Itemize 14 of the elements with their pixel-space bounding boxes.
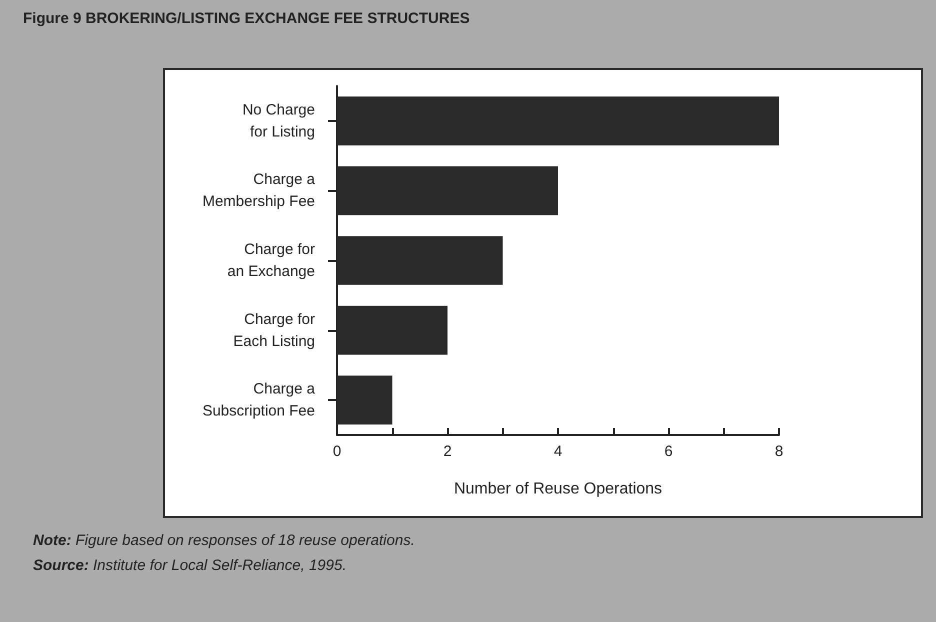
source-note: Source: Institute for Local Self-Reliance, 1995. — [33, 557, 347, 574]
y-tick-label: Charge a Subscription Fee — [202, 380, 316, 420]
x-tick-label: 6 — [664, 443, 673, 460]
chart-title: Figure 9 BROKERING/LISTING EXCHANGE FEE STRUCTURES — [23, 10, 470, 27]
text: Note: Figure based on responses of 18 reuse operations. — [33, 532, 415, 549]
x-tick-label: 0 — [332, 443, 342, 460]
y-tick-label: Charge for Each Listing — [233, 310, 315, 350]
x-tick-label: 4 — [554, 443, 562, 460]
y-tick-label: Charge for an Exchange — [227, 241, 315, 280]
x-tick-label: 2 — [443, 443, 452, 460]
x-axis-title: Number of Reuse Operations — [454, 480, 662, 498]
x-tick-label: 8 — [774, 443, 784, 460]
y-tick-label: Charge a Membership Fee — [202, 171, 316, 210]
y-tick-label: No Charge for Listing — [242, 101, 315, 140]
